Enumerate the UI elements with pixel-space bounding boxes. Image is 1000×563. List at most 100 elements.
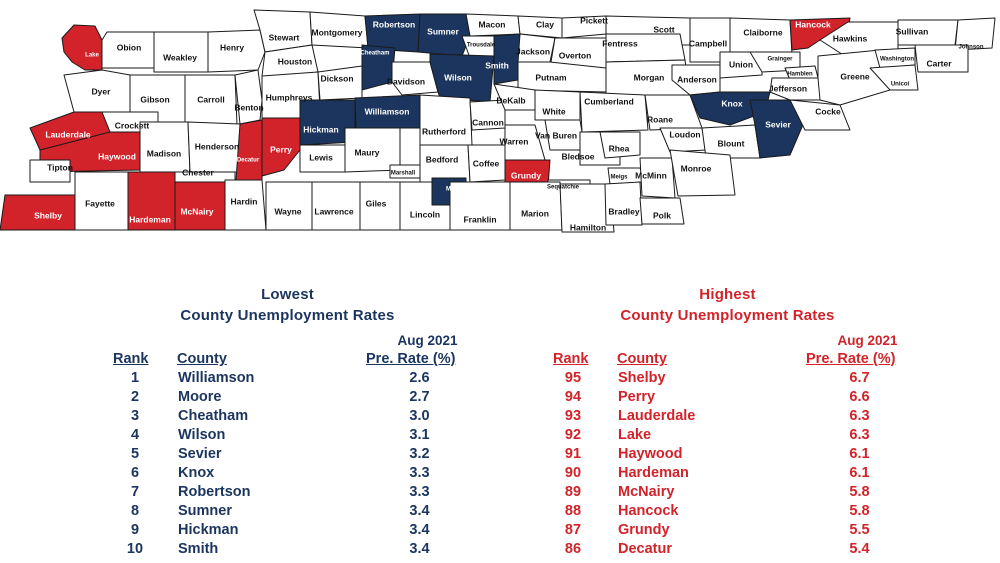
county-label-rhea: Rhea: [609, 143, 630, 153]
county-label-davidson: Davidson: [387, 76, 425, 86]
county-label-williamson: Williamson: [365, 106, 410, 116]
county-label-hancock: Hancock: [795, 19, 831, 29]
highest-rank-header: Rank: [553, 351, 589, 367]
table-row: 8 Sumner 3.4: [100, 503, 530, 522]
rate-cell: 3.0: [409, 408, 430, 424]
county-label-bradley: Bradley: [608, 206, 639, 216]
county-label-grainger: Grainger: [767, 57, 793, 63]
county-label-coffee: Coffee: [473, 158, 500, 168]
rate-cell: 3.3: [409, 465, 430, 481]
county-cell: Smith: [178, 541, 219, 557]
rank-cell: 10: [126, 541, 144, 557]
county-label-washington: Washington: [880, 57, 914, 63]
county-cell: Perry: [618, 389, 656, 405]
county-lake: [61, 24, 103, 71]
rate-cell: 5.8: [849, 503, 870, 519]
county-label-polk: Polk: [653, 210, 671, 220]
table-row: 94 Perry 6.6: [540, 389, 970, 408]
county-label-montgomery: Montgomery: [312, 27, 363, 37]
county-cell: Haywood: [618, 446, 683, 462]
county-cell: Decatur: [618, 541, 672, 557]
table-row: 5 Sevier 3.2: [100, 446, 530, 465]
county-label-perry: Perry: [270, 144, 292, 154]
lowest-rank-header: Rank: [113, 351, 149, 367]
rank-cell: 87: [564, 522, 582, 538]
rank-cell: 91: [564, 446, 582, 462]
county-label-lawrence: Lawrence: [314, 206, 353, 216]
county-label-knox: Knox: [721, 98, 743, 108]
county-monroe: [669, 149, 736, 197]
county-cell: Knox: [178, 465, 215, 481]
rate-cell: 5.5: [849, 522, 870, 538]
table-row: 89 McNairy 5.8: [540, 484, 970, 503]
county-label-bedford: Bedford: [426, 154, 459, 164]
county-henry: [207, 29, 266, 73]
county-label-macon: Macon: [479, 19, 506, 29]
highest-title: Highest: [699, 286, 756, 303]
county-jefferson: [769, 77, 821, 101]
county-label-madison: Madison: [147, 148, 181, 158]
county-label-humphreys: Humphreys: [266, 92, 313, 102]
county-cumberland: [579, 91, 649, 133]
county-label-cannon: Cannon: [472, 117, 504, 127]
county-label-white: White: [542, 106, 565, 116]
rate-cell: 2.7: [409, 389, 430, 405]
county-label-sumner: Sumner: [427, 26, 459, 36]
county-cell: Moore: [178, 389, 222, 405]
highest-rate-header: Pre. Rate (%): [806, 351, 896, 367]
county-label-houston: Houston: [278, 56, 312, 66]
county-polk: [639, 197, 685, 225]
rank-cell: 86: [564, 541, 582, 557]
table-row: 1 Williamson 2.6: [100, 370, 530, 389]
rank-cell: 1: [130, 370, 140, 386]
highest-subtitle: County Unemployment Rates: [620, 307, 835, 324]
county-label-cumberland: Cumberland: [584, 96, 634, 106]
county-label-pickett: Pickett: [580, 15, 608, 25]
county-cell: McNairy: [618, 484, 675, 500]
county-label-henry: Henry: [220, 42, 244, 52]
rank-cell: 2: [130, 389, 140, 405]
rate-cell: 6.3: [849, 427, 870, 443]
county-cell: Robertson: [178, 484, 251, 500]
county-cell: Hardeman: [618, 465, 689, 481]
county-rhea: [599, 131, 641, 159]
county-smith: [493, 33, 521, 85]
county-label-claiborne: Claiborne: [743, 27, 782, 37]
county-label-clay: Clay: [536, 19, 554, 29]
county-label-fayette: Fayette: [85, 198, 115, 208]
highest-period: Aug 2021: [837, 333, 898, 348]
county-unicoi: [869, 64, 919, 91]
county-label-putnam: Putnam: [535, 72, 567, 82]
table-row: 10 Smith 3.4: [100, 541, 530, 560]
map-canvas: Lake Obion Weakley Henry Stewart Montgomery Ro…: [0, 9, 996, 233]
table-row: 92 Lake 6.3: [540, 427, 970, 446]
county-label-greene: Greene: [840, 71, 870, 81]
lowest-rows: 1 Williamson 2.6 2 Moore 2.7 3 Cheatham 3.0 4 W…: [100, 370, 530, 560]
county-label-wilson: Wilson: [444, 72, 472, 82]
county-label-marion: Marion: [521, 208, 549, 218]
county-label-scott: Scott: [653, 24, 674, 34]
table-row: 93 Lauderdale 6.3: [540, 408, 970, 427]
county-label-meigs: Meigs: [610, 175, 628, 181]
county-label-mcminn: McMinn: [635, 170, 667, 180]
county-label-moore: Moore: [446, 187, 465, 193]
county-cell: Sumner: [178, 503, 232, 519]
county-label-van-buren: Van Buren: [535, 130, 577, 140]
county-perry: [261, 117, 301, 177]
county-carter: [914, 44, 969, 73]
county-label-wayne: Wayne: [274, 206, 301, 216]
county-cell: Hickman: [178, 522, 239, 538]
rate-cell: 5.4: [849, 541, 870, 557]
county-cell: Grundy: [618, 522, 670, 538]
table-row: 2 Moore 2.7: [100, 389, 530, 408]
rate-cell: 3.3: [409, 484, 430, 500]
rate-cell: 3.4: [409, 522, 430, 538]
county-label-sequatchie: Sequatchie: [547, 185, 580, 191]
lowest-county-header: County: [177, 351, 227, 367]
county-label-obion: Obion: [117, 42, 142, 52]
rate-cell: 3.4: [409, 541, 430, 557]
rank-cell: 4: [130, 427, 140, 443]
county-label-hardin: Hardin: [231, 196, 258, 206]
county-decatur: [235, 119, 263, 181]
table-row: 7 Robertson 3.3: [100, 484, 530, 503]
